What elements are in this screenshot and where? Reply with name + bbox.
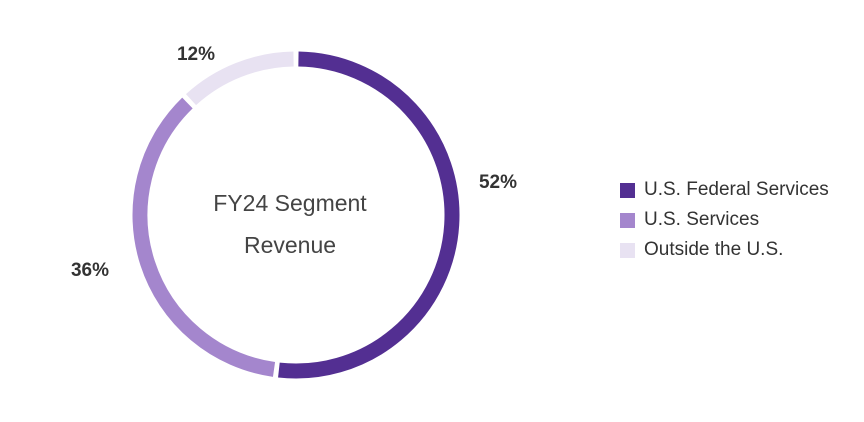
chart-title-line-2: Revenue — [244, 232, 336, 258]
legend-swatch — [620, 212, 635, 228]
donut-slice-0 — [278, 51, 460, 379]
legend: U.S. Federal Services U.S. Services Outs… — [620, 175, 829, 265]
legend-swatch — [620, 182, 635, 198]
donut-slice-2 — [185, 51, 294, 106]
percentage-labels: 52% 36% 12% — [71, 44, 517, 281]
legend-swatch — [620, 242, 635, 258]
percentage-label: 36% — [71, 260, 109, 281]
legend-item-us-services: U.S. Services — [620, 205, 829, 235]
legend-label: U.S. Services — [644, 209, 760, 230]
percentage-label: 52% — [479, 172, 517, 193]
percentage-label: 12% — [177, 44, 215, 65]
donut-slice-1 — [132, 97, 276, 377]
legend-item-outside-us: Outside the U.S. — [620, 235, 829, 265]
legend-item-us-federal-services: U.S. Federal Services — [620, 175, 829, 205]
chart-title-line-1: FY24 Segment — [213, 190, 367, 216]
donut-slices — [132, 51, 460, 379]
legend-label: U.S. Federal Services — [644, 179, 829, 200]
legend-label: Outside the U.S. — [644, 239, 784, 260]
